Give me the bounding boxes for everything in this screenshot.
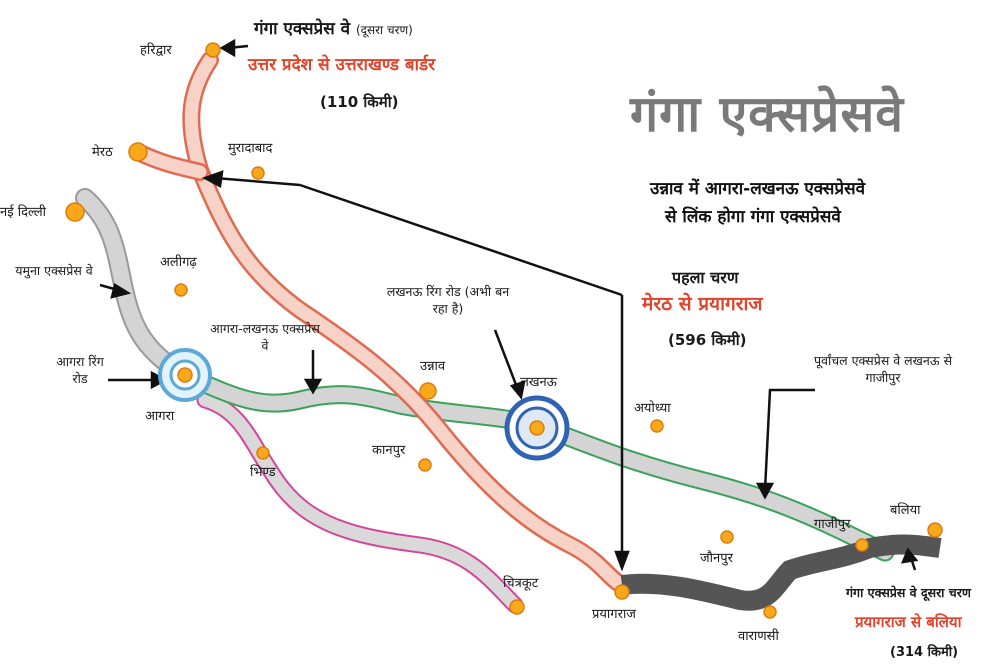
map-title: गंगा एक्सप्रेसवे [630, 85, 905, 143]
city-bhind: भिण्ड [250, 465, 276, 480]
ganga-expressway-phase2-east [620, 534, 942, 611]
bundelkhand-expressway [196, 391, 524, 614]
city-meerut: मेरठ [92, 145, 113, 160]
phase2-north-heading: गंगा एक्सप्रेस वे (दूसरा चरण) [254, 16, 413, 39]
city-delhi: नई दिल्ली [0, 205, 47, 220]
yamuna-expressway [75, 188, 195, 385]
yamuna-expressway-label: यमुना एक्सप्रेस वे [15, 263, 93, 278]
phase2-north-heading-suffix: (दूसरा चरण) [355, 23, 413, 37]
purvanchal-expressway-label: पूर्वांचल एक्सप्रेस वे लखनऊ से गाजीपुर [813, 353, 953, 385]
agra-ring-road-label: आगरा रिंग रोड [56, 354, 104, 386]
phase1-heading: पहला चरण [672, 268, 739, 287]
phase2-north-heading-text: गंगा एक्सप्रेस वे [254, 19, 351, 39]
lucknow-ring-road-label: लखनऊ रिंग रोड (अभी बन रहा है) [386, 284, 510, 316]
subtitle-line1: उन्नाव में आगरा-लखनऊ एक्सप्रेसवे [650, 179, 866, 199]
phase2-north-route: उत्तर प्रदेश से उत्तराखण्ड बार्डर [248, 55, 436, 75]
city-prayagraj: प्रयागराज [592, 607, 636, 622]
phase2-east-heading: गंगा एक्सप्रेस वे दूसरा चरण [846, 585, 971, 600]
city-chitrakoot: चित्रकूट [503, 576, 539, 591]
city-unnao: उन्नाव [420, 359, 446, 374]
city-ayodhya: अयोध्या [634, 401, 671, 416]
city-kanpur: कानपुर [372, 443, 406, 458]
city-varanasi: वाराणसी [738, 629, 779, 644]
phase1-length: (596 किमी) [668, 331, 747, 349]
agra-lucknow-expressway-label: आगरा-लखनऊ एक्सप्रेस वे [210, 321, 320, 353]
city-lucknow: लखनऊ [520, 375, 557, 390]
city-dots [65, 42, 943, 619]
city-moradabad: मुरादाबाद [228, 141, 273, 156]
phase2-east-route: प्रयागराज से बलिया [855, 613, 962, 631]
city-aligarh: अलीगढ़ [160, 255, 197, 270]
city-jaunpur: जौनपुर [700, 551, 733, 566]
city-ballia: बलिया [890, 503, 921, 518]
phase1-route: मेरठ से प्रयागराज [642, 293, 763, 315]
subtitle-line2: से लिंक होगा गंगा एक्सप्रेसवे [665, 207, 841, 227]
phase2-east-length: (314 किमी) [890, 645, 959, 660]
city-haridwar: हरिद्वार [140, 43, 172, 58]
city-agra: आगरा [145, 409, 175, 424]
phase2-north-length: (110 किमी) [320, 93, 399, 111]
city-ghazipur: गाजीपुर [814, 517, 851, 532]
annotation-arrows [99, 38, 919, 572]
ganga-expressway-phase1 [129, 51, 631, 594]
